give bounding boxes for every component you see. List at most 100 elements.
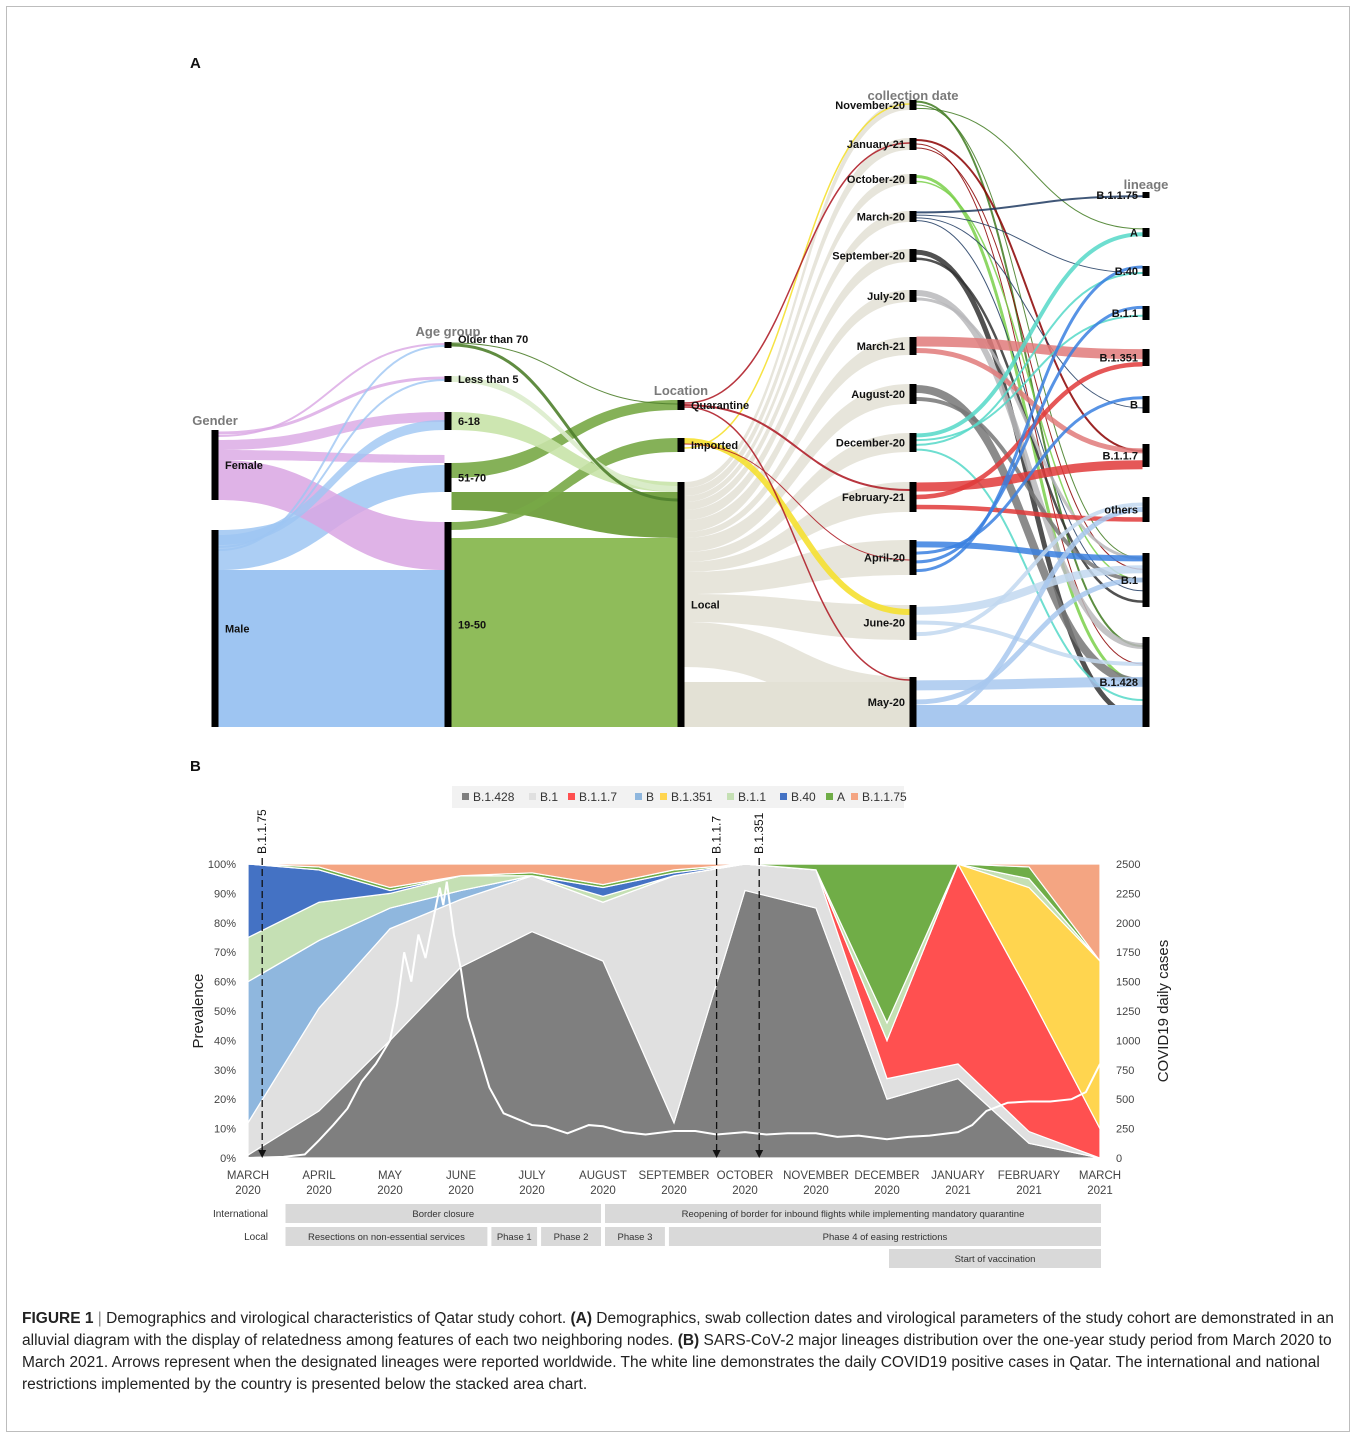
x-tick-year-6: 2020 [661, 1185, 687, 1197]
node-label-6-18: 6-18 [458, 416, 480, 428]
node-march-20 [909, 211, 917, 222]
x-tick-month-12: MARCH [1079, 1170, 1121, 1182]
y-left-tick: 40% [214, 1035, 236, 1047]
node-july-20 [909, 290, 917, 302]
column-title-lineage: lineage [1124, 177, 1169, 192]
node-january-21 [909, 138, 917, 150]
x-tick-year-10: 2021 [945, 1185, 971, 1197]
x-tick-month-8: NOVEMBER [783, 1170, 849, 1182]
column-title-gender: Gender [192, 413, 238, 428]
node-december-20 [909, 433, 917, 452]
y-left-tick: 80% [214, 918, 236, 930]
flow-date12-lineage8 [916, 577, 1143, 705]
node-label-march-20: March-20 [857, 212, 905, 224]
y-right-tick: 1750 [1116, 947, 1140, 959]
flow-female-6-18 [218, 412, 445, 450]
node-label-a: A [1130, 228, 1138, 240]
legend-label-b-1-351: B.1.351 [671, 790, 713, 804]
flow-date10-lineage2 [916, 265, 1143, 573]
flow-female-51-70 [218, 450, 445, 463]
node-november-20 [909, 100, 917, 110]
node-female [211, 430, 219, 500]
flow-date10-lineage5 [916, 396, 1143, 555]
y-left-tick: 70% [214, 947, 236, 959]
y-left-tick: 90% [214, 888, 236, 900]
legend-swatch-b-1-1-7 [568, 793, 575, 800]
timeline-bar-label-phase-2: Phase 2 [554, 1232, 589, 1243]
flow-local-date-0 [684, 100, 910, 488]
y-left-tick: 0% [220, 1153, 236, 1165]
node-label-female: Female [225, 460, 263, 472]
y-right-tick: 1250 [1116, 1006, 1140, 1018]
caption-a-label: (A) [570, 1310, 592, 1327]
node-label-october-20: October-20 [847, 174, 905, 186]
node-others [1142, 497, 1150, 522]
panel-b-label: B [190, 758, 201, 775]
node-older-than-70 [444, 342, 452, 348]
legend-label-b-1: B.1 [540, 790, 558, 804]
legend-box [452, 786, 904, 808]
node-label-others: others [1104, 505, 1138, 517]
y-left-tick: 60% [214, 977, 236, 989]
node-label-september-20: September-20 [832, 251, 905, 263]
flow-female-less-than-5 [218, 376, 445, 435]
timeline-bar-label-phase-1: Phase 1 [497, 1232, 532, 1243]
node-b-1-351 [1142, 349, 1150, 366]
node-a [1142, 228, 1150, 237]
y-right-tick: 0 [1116, 1153, 1122, 1165]
timeline-bar-label-phase-3: Phase 3 [618, 1232, 653, 1243]
x-tick-year-1: 2020 [306, 1185, 332, 1197]
caption-a-text: Demographics, swab collection dates and … [22, 1310, 1334, 1349]
y-left-tick: 20% [214, 1094, 236, 1106]
flow-date7-lineage9 [916, 385, 1143, 686]
y-right-tick: 2250 [1116, 888, 1140, 900]
flow-date6-lineage4 [916, 336, 1143, 360]
node-label-quarantine: Quarantine [691, 400, 749, 412]
timeline-bar-resections-on-non-essential-services [285, 1227, 488, 1246]
legend-label-a: A [837, 790, 845, 804]
flow-older70-local [451, 343, 678, 502]
flow-date12-lineage9 [916, 677, 1143, 691]
legend-swatch-b-1-428 [462, 793, 469, 800]
figure-frame [6, 6, 1350, 1432]
arrow-head-b-1-1-75 [258, 1150, 267, 1158]
caption-b-text: SARS-CoV-2 major lineages distribution o… [22, 1332, 1332, 1393]
flow-date1-lineage6 [916, 139, 1143, 452]
timeline-bar-label-resections-on-non-essential-services: Resections on non-essential services [308, 1232, 465, 1243]
flow-less5-local [451, 376, 678, 492]
arrow-head-b-1-1-7 [712, 1150, 721, 1158]
node-19-50 [444, 522, 452, 727]
flow-date11-lineage7 [916, 502, 1143, 637]
legend-label-b: B [646, 790, 654, 804]
lineage-area-chart: B.1.428 B.1 B.1.1.7 B B.1.351 B.1.1 B.40 A B.1.1… [190, 786, 1172, 1268]
flow-quarantine-jan [684, 142, 910, 404]
y-right-tick: 1500 [1116, 977, 1140, 989]
flow-19-50-local [451, 538, 678, 727]
node-6-18 [444, 412, 452, 430]
flow-local-date-3 [684, 211, 910, 510]
node-label-july-20: July-20 [867, 291, 905, 303]
node-label-march-21: March-21 [857, 341, 905, 353]
node-label-imported: Imported [691, 440, 738, 452]
node-51-70 [444, 463, 452, 492]
flow-51-70-local [451, 492, 678, 538]
legend-swatch-b-1-351 [660, 793, 667, 800]
y-right-label: COVID19 daily cases [1155, 940, 1172, 1083]
timeline-bar-label-start-of-vaccination: Start of vaccination [955, 1254, 1036, 1265]
node-label-june-20: June-20 [863, 618, 905, 630]
x-tick-month-1: APRIL [302, 1170, 336, 1182]
node-june-20 [909, 605, 917, 640]
flow-local-date-2 [684, 174, 910, 502]
node-label-january-21: January-21 [847, 139, 905, 151]
node-b-1-1-75 [1142, 192, 1150, 198]
node-b-1 [1142, 553, 1150, 607]
legend-label-b-40: B.40 [791, 790, 816, 804]
node-b-1-428 [1142, 637, 1150, 727]
x-tick-month-10: JANUARY [931, 1170, 985, 1182]
column-title-age-group: Age group [416, 324, 481, 339]
node-may-20 [909, 677, 917, 727]
daily-cases-line [247, 881, 1101, 1159]
node-february-21 [909, 482, 917, 512]
node-label-local: Local [691, 600, 720, 612]
flow-date0-lineage9 [916, 100, 1143, 647]
